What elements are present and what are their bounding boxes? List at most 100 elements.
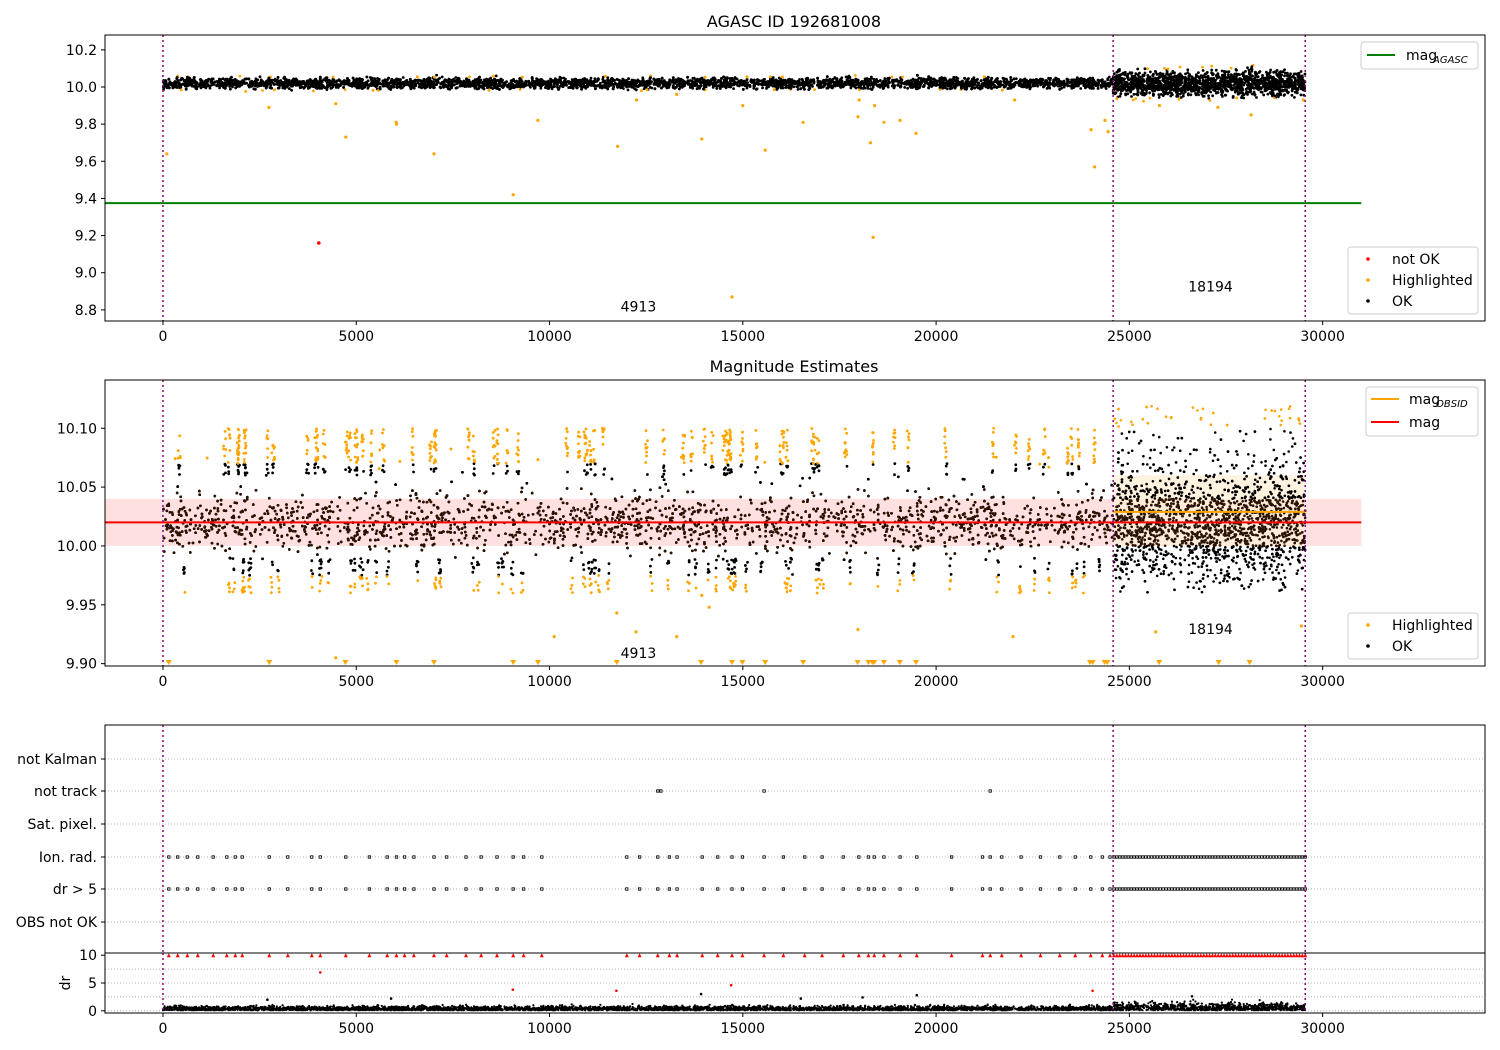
highlighted-point [781, 75, 784, 79]
ok-point [593, 77, 597, 81]
ok-point [324, 76, 328, 80]
ok-point [699, 77, 702, 81]
ok-point [228, 85, 232, 88]
ok-point [512, 86, 516, 89]
ok-point [714, 83, 718, 87]
ok-point [646, 79, 650, 83]
ok-point [1090, 86, 1094, 90]
ok-point [626, 88, 630, 92]
ok-point [896, 83, 900, 87]
ok-point [686, 75, 689, 79]
ok-point [358, 77, 361, 81]
ok-point [180, 77, 184, 80]
ok-point [648, 77, 652, 81]
ok-point [1005, 82, 1009, 85]
ok-point [443, 80, 447, 83]
ok-point [447, 77, 451, 81]
ok-point [511, 83, 515, 86]
ok-point [869, 76, 873, 80]
ok-point [194, 86, 198, 90]
ok-point [734, 76, 737, 80]
ok-point [891, 80, 894, 83]
ok-point [191, 84, 195, 88]
ok-point [326, 84, 329, 88]
ok-point [272, 83, 276, 86]
ok-point [360, 83, 364, 87]
ok-point [984, 85, 988, 89]
ok-point [728, 77, 732, 80]
ok-point [985, 82, 989, 86]
ok-point [580, 87, 583, 91]
ok-point [533, 82, 537, 86]
ok-point [332, 78, 336, 82]
ok-point [442, 85, 445, 89]
ok-point [428, 77, 432, 80]
highlighted-point [416, 75, 419, 79]
ok-point [1014, 77, 1018, 81]
ok-point [802, 84, 805, 88]
ok-point [979, 79, 983, 82]
ok-point [426, 84, 430, 88]
highlighted-point [645, 88, 649, 92]
ok-point [963, 76, 966, 80]
ok-point [339, 81, 343, 85]
ok-point [365, 75, 369, 79]
ok-point [856, 80, 859, 83]
ok-point [899, 85, 902, 89]
ok-point [662, 79, 666, 82]
ok-point [916, 73, 919, 77]
ok-point [199, 78, 203, 81]
ok-point [627, 85, 631, 88]
ok-point [886, 83, 890, 87]
ok-point [1002, 79, 1006, 83]
ok-point [831, 77, 835, 81]
ok-point [871, 83, 875, 87]
ok-point [1024, 84, 1028, 88]
ok-point [393, 80, 397, 84]
ok-point [1063, 83, 1067, 87]
ok-point [864, 77, 867, 81]
ok-point [720, 77, 723, 80]
ok-point [1106, 78, 1110, 82]
ok-point [454, 76, 458, 79]
ok-point [600, 86, 604, 90]
ok-point [601, 78, 605, 81]
ok-point [423, 82, 426, 85]
ok-point [291, 79, 294, 82]
ok-point [711, 76, 715, 80]
ok-point [771, 77, 774, 81]
ok-point [223, 86, 226, 90]
ok-point [634, 84, 638, 87]
ok-point [1066, 84, 1070, 88]
ok-point [312, 82, 316, 86]
ok-point [952, 77, 956, 81]
ok-point [552, 79, 556, 83]
ok-point [838, 84, 842, 88]
ok-point [579, 79, 583, 83]
ok-point [618, 79, 622, 83]
ok-point [610, 77, 613, 81]
ok-point [643, 81, 647, 85]
highlighted-point [813, 88, 816, 91]
ok-point [612, 79, 616, 82]
ok-point [222, 83, 225, 87]
ok-point [490, 81, 493, 85]
ok-point [265, 79, 269, 83]
ok-point [1001, 76, 1005, 80]
ok-point [748, 85, 752, 88]
ok-point [430, 85, 434, 88]
ok-point [674, 79, 678, 83]
ok-point [355, 77, 359, 81]
highlighted-point [179, 88, 183, 92]
ok-point [317, 80, 320, 84]
ok-point [879, 83, 883, 87]
ok-point [770, 80, 774, 84]
ok-point [997, 83, 1001, 86]
highlighted-point [311, 89, 315, 93]
ok-point [650, 86, 654, 90]
ok-point [539, 86, 543, 90]
ok-point [611, 87, 615, 91]
ok-point [971, 78, 974, 81]
ok-point [224, 84, 228, 87]
